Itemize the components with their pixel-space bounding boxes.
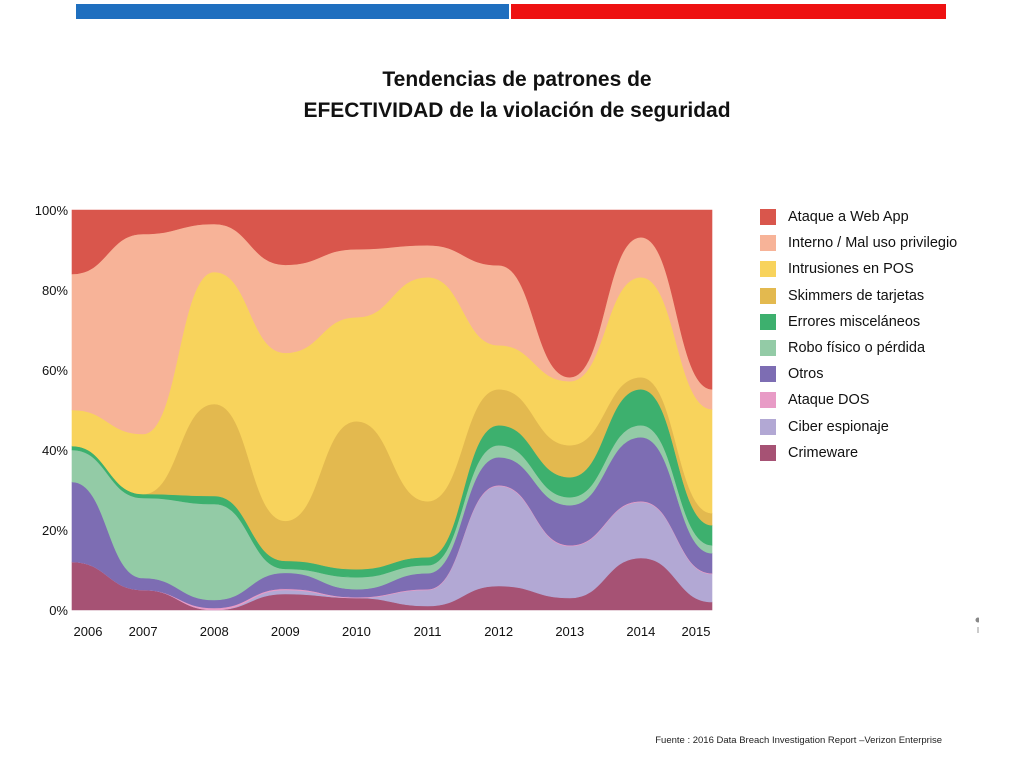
legend-label: Ataque DOS (788, 392, 870, 409)
x-tick-label: 2009 (271, 624, 300, 639)
y-axis-ticks: 0% 20% 40% 60% 80% 100% (35, 203, 69, 618)
legend-swatch (760, 313, 776, 330)
x-tick-label: 2013 (555, 624, 584, 639)
x-tick-label: 2012 (484, 624, 513, 639)
chart-title-line-1: Tendencias de patrones de (382, 68, 652, 91)
legend-label: Otros (788, 366, 824, 383)
y-tick-label: 100% (35, 203, 69, 218)
legend-swatch (760, 444, 776, 461)
x-tick-label: 2015 (682, 624, 711, 639)
legend-swatch (760, 340, 776, 357)
legend-label: Ataque a Web App (788, 209, 909, 226)
source-note: Fuente : 2016 Data Breach Investigation … (655, 735, 942, 746)
legend-item: Robo físico o pérdida (760, 335, 957, 361)
top-accent-bar-blue (76, 4, 509, 19)
legend-swatch (760, 261, 776, 278)
x-tick-label: 2011 (414, 624, 442, 639)
legend-item: Crimeware (760, 440, 957, 466)
legend-swatch (760, 287, 776, 304)
x-tick-label: 2010 (342, 624, 371, 639)
legend-item: Ciber espionaje (760, 414, 957, 440)
legend-swatch (760, 235, 776, 252)
legend-label: Errores misceláneos (788, 313, 921, 330)
y-tick-label: 40% (42, 443, 68, 458)
slide-edge-mark (975, 617, 979, 633)
stacked-area-chart: 0%20%40%60%80%100% 2006 2007 2008 2009 2010 2… (35, 203, 713, 639)
y-tick-label: 0% (49, 603, 68, 618)
x-tick-label: 2006 (74, 624, 103, 639)
y-tick-label: 80% (42, 283, 68, 298)
chart-title: Tendencias de patrones de EFECTIVIDAD de… (0, 64, 1024, 126)
legend-label: Robo físico o pérdida (788, 340, 926, 357)
legend-swatch (760, 366, 776, 383)
x-tick-label: 2014 (626, 624, 655, 639)
y-tick-label: 20% (42, 523, 68, 538)
legend-swatch (760, 392, 776, 409)
legend-swatch (760, 418, 776, 435)
area-ataque-a-web-app (71, 209, 713, 390)
legend-label: Crimeware (788, 444, 859, 461)
legend-item: Interno / Mal uso privilegio (760, 230, 957, 256)
x-tick-label: 2008 (200, 624, 229, 639)
legend-item: Errores misceláneos (760, 309, 957, 335)
x-axis-ticks: 2006 2007 2008 2009 2010 2011 2012 2013 2014 2015 (74, 624, 711, 639)
top-accent-bar-red (511, 4, 946, 19)
x-tick-label: 2007 (129, 624, 158, 639)
chart-title-line-2: EFECTIVIDAD de la violación de seguridad (303, 99, 731, 122)
legend-item: Intrusiones en POS (760, 256, 957, 282)
chart-legend: Ataque a Web App Interno / Mal uso privi… (760, 204, 957, 466)
legend-item: Otros (760, 361, 957, 387)
legend-item: Skimmers de tarjetas (760, 283, 957, 309)
legend-item: Ataque a Web App (760, 204, 957, 230)
legend-label: Ciber espionaje (788, 418, 889, 435)
legend-label: Intrusiones en POS (788, 261, 914, 278)
y-tick-label: 60% (42, 363, 68, 378)
legend-swatch (760, 209, 776, 226)
legend-item: Ataque DOS (760, 387, 957, 413)
legend-label: Interno / Mal uso privilegio (788, 235, 958, 252)
legend-label: Skimmers de tarjetas (788, 287, 925, 304)
chart-areas (71, 209, 713, 611)
